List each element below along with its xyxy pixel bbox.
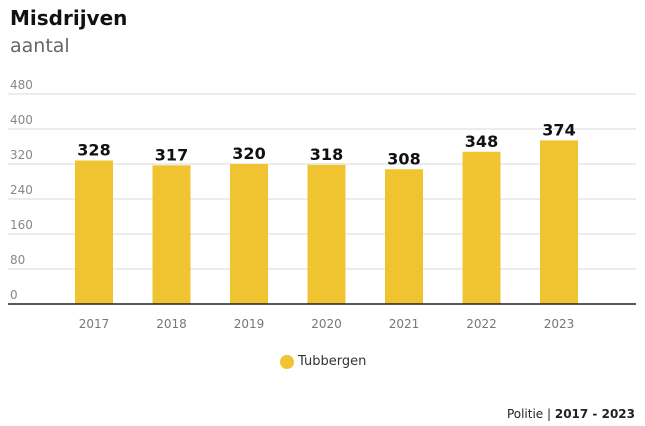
chart-subtitle: aantal	[10, 35, 70, 57]
y-tick-label: 240	[10, 183, 33, 197]
y-tick-label: 80	[10, 253, 25, 267]
x-tick-label: 2019	[234, 317, 265, 331]
x-tick-label: 2023	[544, 317, 575, 331]
bar	[152, 165, 191, 304]
legend-swatch	[280, 354, 294, 369]
legend: Tubbergen	[280, 354, 366, 369]
source-separator: |	[543, 407, 555, 421]
data-label: 318	[310, 145, 343, 164]
y-tick-label: 400	[10, 113, 33, 127]
bar	[307, 164, 346, 304]
data-label: 317	[155, 145, 188, 164]
data-label: 348	[465, 132, 498, 151]
bar	[385, 169, 423, 304]
bar	[462, 151, 501, 304]
y-tick-label: 320	[10, 148, 33, 162]
source-note: Politie | 2017 - 2023	[507, 407, 635, 421]
x-tick-label: 2021	[389, 317, 420, 331]
legend-label: Tubbergen	[298, 354, 367, 369]
data-label: 308	[387, 149, 420, 168]
x-tick-label: 2018	[156, 317, 187, 331]
data-label: 374	[542, 120, 575, 139]
source-name: Politie	[506, 407, 544, 421]
bar	[230, 164, 268, 304]
bar	[75, 160, 113, 304]
data-label: 328	[77, 141, 110, 160]
source-period: 2017 - 2023	[554, 407, 635, 421]
chart-title: Misdrijven	[10, 6, 128, 30]
x-tick-label: 2022	[466, 317, 497, 331]
y-tick-label: 0	[10, 288, 18, 302]
bar	[540, 140, 578, 304]
data-label: 320	[232, 144, 265, 163]
y-tick-label: 160	[10, 218, 33, 232]
y-tick-label: 480	[10, 78, 33, 92]
x-tick-label: 2017	[79, 317, 110, 331]
x-tick-label: 2020	[311, 317, 342, 331]
